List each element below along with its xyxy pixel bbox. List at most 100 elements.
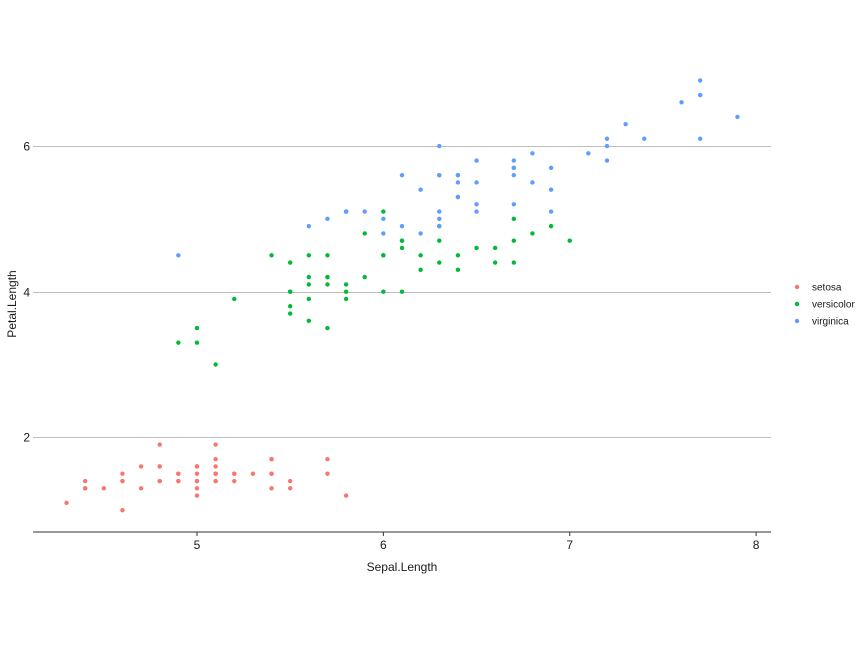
point-setosa — [213, 464, 218, 469]
point-setosa — [82, 486, 88, 491]
point-versicolor — [381, 209, 386, 214]
point-virginica — [418, 231, 423, 236]
point-setosa — [269, 456, 274, 462]
point-virginica — [735, 114, 740, 120]
point-virginica — [604, 136, 610, 141]
point-versicolor — [511, 238, 517, 243]
point-virginica — [623, 121, 628, 127]
point-versicolor — [325, 325, 330, 331]
x-tick-label: 6 — [380, 538, 387, 552]
point-virginica — [362, 209, 367, 214]
point-versicolor — [343, 296, 349, 302]
point-virginica — [604, 158, 610, 163]
point-setosa — [213, 471, 218, 476]
legend-key-virginica — [794, 318, 800, 324]
x-tick-label: 8 — [753, 538, 760, 552]
point-virginica — [437, 143, 442, 149]
point-versicolor — [287, 289, 293, 294]
point-versicolor — [306, 253, 312, 258]
point-versicolor — [325, 253, 330, 258]
point-virginica — [399, 172, 405, 178]
point-versicolor — [306, 318, 312, 324]
point-virginica — [511, 165, 517, 171]
point-setosa — [269, 486, 274, 491]
y-axis-ticks: 2 4 6 — [23, 140, 30, 445]
point-setosa — [325, 456, 330, 462]
point-setosa — [325, 471, 330, 476]
point-setosa — [157, 464, 162, 469]
point-versicolor — [455, 253, 461, 258]
point-setosa — [343, 493, 349, 498]
point-virginica — [548, 209, 554, 214]
point-setosa — [157, 442, 162, 447]
y-axis-title: Petal.Length — [5, 270, 19, 337]
point-setosa — [194, 471, 200, 476]
point-virginica — [474, 202, 479, 207]
point-setosa — [232, 478, 237, 484]
point-virginica — [586, 151, 591, 156]
x-axis-title: Sepal.Length — [367, 560, 438, 574]
point-versicolor — [492, 245, 498, 251]
point-virginica — [679, 100, 684, 105]
point-setosa — [232, 471, 237, 476]
point-virginica — [325, 216, 330, 222]
point-versicolor — [306, 282, 312, 287]
point-versicolor — [381, 289, 386, 294]
point-setosa — [64, 500, 69, 506]
point-versicolor — [474, 245, 479, 251]
point-virginica — [343, 209, 349, 214]
point-setosa — [213, 478, 218, 484]
point-setosa — [120, 471, 125, 476]
point-versicolor — [287, 304, 293, 309]
point-versicolor — [437, 260, 442, 265]
point-versicolor — [343, 289, 349, 294]
point-versicolor — [399, 289, 405, 294]
point-setosa — [194, 486, 200, 491]
point-setosa — [82, 478, 88, 484]
point-virginica — [437, 223, 442, 229]
point-versicolor — [194, 325, 200, 331]
point-setosa — [287, 478, 293, 484]
point-setosa — [194, 464, 200, 469]
point-versicolor — [399, 245, 405, 251]
point-virginica — [455, 172, 461, 178]
point-versicolor — [325, 282, 330, 287]
point-virginica — [455, 180, 461, 185]
point-versicolor — [306, 274, 312, 280]
point-setosa — [120, 478, 125, 484]
point-virginica — [511, 172, 517, 178]
point-virginica — [530, 180, 535, 185]
point-virginica — [474, 158, 479, 163]
point-setosa — [176, 471, 181, 476]
point-versicolor — [381, 253, 386, 258]
x-axis-ticks: 5 6 7 8 — [194, 532, 760, 552]
x-tick-label: 5 — [194, 538, 201, 552]
point-virginica — [381, 216, 386, 222]
point-virginica — [604, 143, 610, 149]
point-versicolor — [418, 253, 423, 258]
legend: setosa versicolor virginica — [794, 283, 855, 328]
point-setosa — [120, 507, 125, 513]
point-versicolor — [530, 231, 535, 236]
legend-key-versicolor — [794, 301, 800, 307]
point-setosa — [213, 456, 218, 462]
point-setosa — [194, 493, 200, 498]
point-virginica — [548, 165, 554, 171]
point-versicolor — [306, 296, 312, 302]
point-setosa — [138, 464, 144, 469]
point-versicolor — [362, 231, 367, 236]
point-setosa — [213, 442, 218, 447]
point-virginica — [306, 223, 312, 229]
point-versicolor — [548, 223, 554, 229]
point-versicolor — [437, 238, 442, 243]
point-virginica — [455, 194, 461, 200]
legend-label-virginica: virginica — [812, 317, 849, 328]
point-virginica — [437, 216, 442, 222]
point-virginica — [437, 209, 442, 214]
legend-key-setosa — [794, 284, 800, 290]
point-virginica — [176, 253, 181, 258]
point-virginica — [697, 78, 703, 83]
point-setosa — [250, 471, 256, 476]
point-versicolor — [511, 216, 517, 222]
